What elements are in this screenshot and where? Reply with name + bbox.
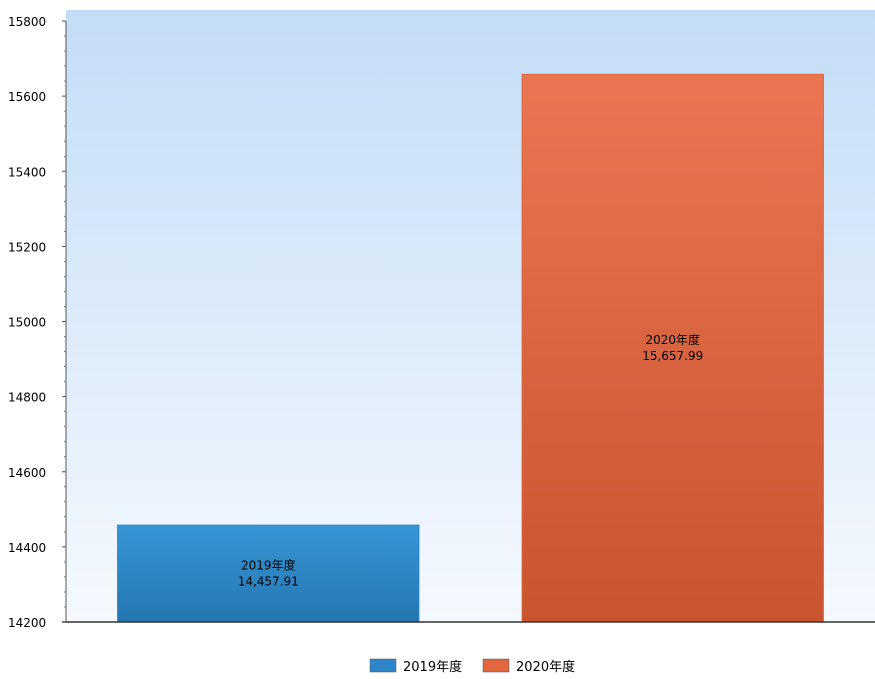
bar-value-label: 15,657.99: [642, 349, 703, 363]
legend-label: 2020年度: [516, 659, 575, 675]
y-tick-label: 15000: [8, 316, 46, 330]
bar-2020年度: [522, 74, 823, 622]
y-tick-label: 15200: [8, 240, 46, 254]
y-tick-label: 14200: [8, 616, 46, 630]
bar-category-label: 2019年度: [241, 558, 296, 573]
legend-label: 2019年度: [403, 659, 462, 675]
legend-swatch: [370, 659, 396, 672]
y-tick-label: 15400: [8, 165, 46, 179]
y-axis-ticks: 14200 14400 14600 14800 15000 15200 15400 15600…: [8, 15, 66, 630]
bar-value-label: 14,457.91: [238, 575, 299, 589]
y-tick-label: 14800: [8, 391, 46, 405]
legend: 2019年度 2020年度: [370, 659, 575, 675]
legend-swatch: [483, 659, 509, 672]
y-tick-label: 14600: [8, 466, 46, 480]
y-tick-label: 15800: [8, 15, 46, 29]
bar-category-label: 2020年度: [645, 332, 700, 347]
y-tick-label: 15600: [8, 90, 46, 104]
y-tick-label: 14400: [8, 541, 46, 555]
bar-2019年度: [118, 525, 419, 622]
